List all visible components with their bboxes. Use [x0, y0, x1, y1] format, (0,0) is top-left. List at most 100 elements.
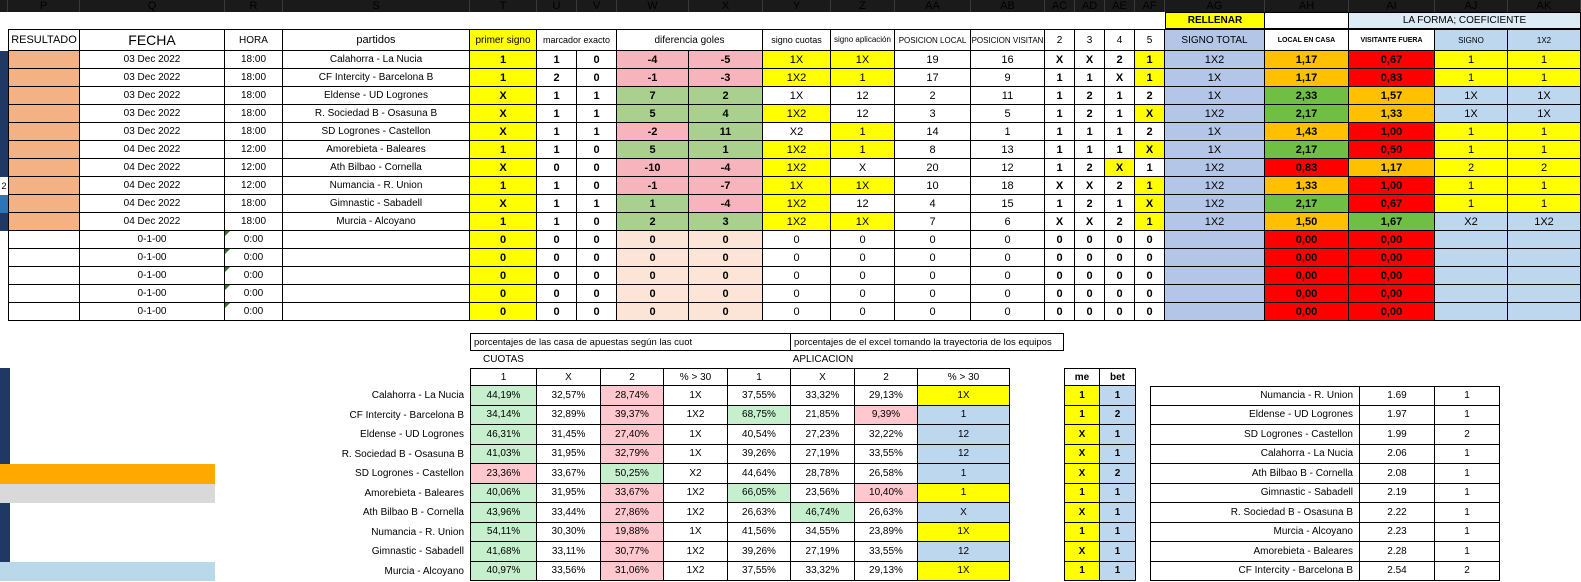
fecha-cell[interactable]: 0-1-00: [80, 303, 225, 321]
fecha-header[interactable]: FECHA: [80, 29, 225, 51]
ranking-pick-cell[interactable]: 2: [1435, 561, 1500, 581]
forma-1x2-cell[interactable]: 1X: [1508, 105, 1581, 123]
signo-4-cell[interactable]: 1: [1105, 123, 1135, 141]
aplicacion-x-cell[interactable]: 27,19%: [791, 444, 855, 464]
local-en-casa-cell[interactable]: 0,00: [1265, 249, 1349, 267]
posicion-local-cell[interactable]: 0: [895, 267, 971, 285]
signo-2-cell[interactable]: X: [1045, 51, 1075, 69]
aplicacion-1-cell[interactable]: 68,75%: [728, 405, 791, 425]
signo-5-cell[interactable]: X: [1135, 105, 1165, 123]
cuota-1-cell[interactable]: 46,31%: [470, 425, 537, 445]
dif-goles-2-cell[interactable]: 3: [689, 213, 763, 231]
aplicacion-pct30-cell[interactable]: 1X: [918, 522, 1010, 542]
marcador-1-cell[interactable]: 1: [537, 105, 577, 123]
aplicacion-2-cell[interactable]: 33,55%: [855, 444, 918, 464]
partidos-header[interactable]: partidos: [283, 29, 470, 51]
dif-goles-2-cell[interactable]: 0: [689, 303, 763, 321]
cuota-pct30-cell[interactable]: 1X2: [664, 503, 728, 523]
local-en-casa-cell[interactable]: 0,00: [1265, 267, 1349, 285]
primer-signo-cell[interactable]: 0: [470, 231, 537, 249]
cuota-pct30-cell[interactable]: 1X: [664, 386, 728, 406]
resultado-cell[interactable]: [8, 159, 80, 177]
signo-4-cell[interactable]: 2: [1105, 51, 1135, 69]
column-letter-R[interactable]: R: [225, 0, 283, 12]
forma-signo-cell[interactable]: 1X: [1435, 105, 1508, 123]
signo-4-cell[interactable]: X: [1105, 69, 1135, 87]
column-letter-S[interactable]: S: [283, 0, 470, 12]
marcador-2-cell[interactable]: 1: [577, 87, 617, 105]
partido-cell[interactable]: [283, 249, 470, 267]
signo-4-cell[interactable]: 0: [1105, 303, 1135, 321]
signo-total-cell[interactable]: 1X: [1165, 123, 1265, 141]
cuota-1-cell[interactable]: 34,14%: [470, 405, 537, 425]
resultado-cell[interactable]: [8, 213, 80, 231]
posicion-local-cell[interactable]: 14: [895, 123, 971, 141]
note-aplicacion[interactable]: porcentajes de el excel tomando la traye…: [791, 333, 1064, 351]
signo-5-cell[interactable]: 2: [1135, 87, 1165, 105]
cuota-x-cell[interactable]: 31,95%: [537, 444, 601, 464]
forma-1x2-cell[interactable]: 1: [1508, 177, 1581, 195]
me-cell[interactable]: 1: [1064, 386, 1100, 406]
cuota-1-cell[interactable]: 40,06%: [470, 483, 537, 503]
fecha-cell[interactable]: 0-1-00: [80, 285, 225, 303]
signo-4-cell[interactable]: 1: [1105, 141, 1135, 159]
signo-4-cell[interactable]: 0: [1105, 267, 1135, 285]
dif-goles-1-cell[interactable]: -2: [617, 123, 689, 141]
visitante-fuera-cell[interactable]: 1,33: [1349, 105, 1435, 123]
cuota-1-cell[interactable]: 54,11%: [470, 522, 537, 542]
ranking-match-cell[interactable]: Gimnastic - Sabadell: [1150, 483, 1360, 503]
signo-3-cell[interactable]: 0: [1075, 267, 1105, 285]
signo-2-cell[interactable]: 0: [1045, 285, 1075, 303]
fecha-cell[interactable]: 03 Dec 2022: [80, 123, 225, 141]
partido-cell[interactable]: [283, 231, 470, 249]
aplicacion-pct30-cell[interactable]: 12: [918, 425, 1010, 445]
posicion-visitante-cell[interactable]: 0: [971, 231, 1045, 249]
aplicacion-2-cell[interactable]: 32,22%: [855, 425, 918, 445]
forma-1x2-cell[interactable]: 1: [1508, 195, 1581, 213]
dif-goles-2-cell[interactable]: -3: [689, 69, 763, 87]
ranking-pick-cell[interactable]: 1: [1435, 503, 1500, 523]
forma-1x2-cell[interactable]: [1508, 303, 1581, 321]
resultado-cell[interactable]: [8, 51, 80, 69]
partido-cell[interactable]: [283, 285, 470, 303]
primer-signo-cell[interactable]: X: [470, 123, 537, 141]
me-cell[interactable]: X: [1064, 464, 1100, 484]
signo-2-cell[interactable]: 1: [1045, 123, 1075, 141]
marcador-1-cell[interactable]: 1: [537, 123, 577, 141]
aplicacion-2-cell[interactable]: 10,40%: [855, 483, 918, 503]
signo-2-cell[interactable]: 1: [1045, 159, 1075, 177]
forma-signo-cell[interactable]: [1435, 303, 1508, 321]
signo-5-cell[interactable]: 1: [1135, 51, 1165, 69]
ranking-coef-cell[interactable]: 2.22: [1360, 503, 1435, 523]
hora-cell[interactable]: 18:00: [225, 69, 283, 87]
dif-goles-2-cell[interactable]: 2: [689, 87, 763, 105]
column-letter-AH[interactable]: AH: [1265, 0, 1349, 12]
signo-cuotas-cell[interactable]: 1X2: [763, 195, 831, 213]
forma-signo-cell[interactable]: [1435, 285, 1508, 303]
column-letter-AA[interactable]: AA: [895, 0, 971, 12]
marcador-1-cell[interactable]: 0: [537, 303, 577, 321]
signo-2-cell[interactable]: 1: [1045, 69, 1075, 87]
primer-signo-cell[interactable]: X: [470, 87, 537, 105]
cuota-x-cell[interactable]: 31,45%: [537, 425, 601, 445]
aplicacion-1-cell[interactable]: 40,54%: [728, 425, 791, 445]
marcador-1-cell[interactable]: 0: [537, 159, 577, 177]
local-en-casa-cell[interactable]: 2,33: [1265, 87, 1349, 105]
pct-col-header[interactable]: X: [791, 368, 855, 386]
dif-goles-2-cell[interactable]: 0: [689, 267, 763, 285]
ranking-match-cell[interactable]: CF Intercity - Barcelona B: [1150, 561, 1360, 581]
signo-5-cell[interactable]: X: [1135, 195, 1165, 213]
local-en-casa-cell[interactable]: 1,43: [1265, 123, 1349, 141]
signo-4-cell[interactable]: 1: [1105, 105, 1135, 123]
signo-5-cell[interactable]: 0: [1135, 231, 1165, 249]
bet-header[interactable]: bet: [1100, 368, 1136, 386]
aplicacion-x-cell[interactable]: 28,78%: [791, 464, 855, 484]
aplicacion-1-cell[interactable]: 37,55%: [728, 561, 791, 581]
ranking-pick-cell[interactable]: 1: [1435, 405, 1500, 425]
ranking-match-cell[interactable]: SD Logrones - Castellon: [1150, 425, 1360, 445]
aplicacion-2-cell[interactable]: 9,39%: [855, 405, 918, 425]
signo-5-cell[interactable]: 0: [1135, 249, 1165, 267]
bet-cell[interactable]: 1: [1100, 561, 1136, 581]
signo-5-cell[interactable]: 0: [1135, 285, 1165, 303]
match-label-cell[interactable]: CF Intercity - Barcelona B: [349, 409, 464, 421]
